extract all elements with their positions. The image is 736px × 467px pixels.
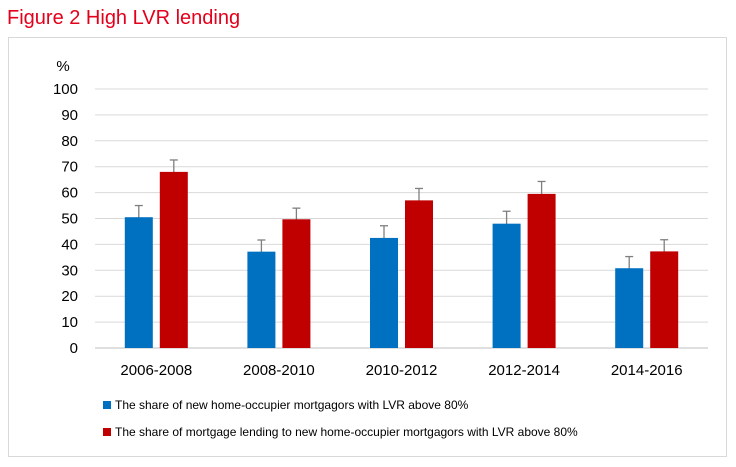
y-tick-50: 50 [61, 211, 78, 228]
y-tick-60: 60 [61, 185, 78, 202]
legend-label-series-2: The share of mortgage lending to new hom… [115, 425, 578, 439]
legend-item-series-1: The share of new home-occupier mortgagor… [103, 398, 468, 412]
bar-s2-2006-2008 [159, 171, 188, 348]
bar-s2-2014-2016 [650, 251, 679, 348]
bar-s1-2008-2010 [247, 251, 276, 348]
y-tick-70: 70 [61, 159, 78, 176]
x-tick-labels: 2006-2008 2008-2010 2010-2012 2012-2014 2014… [120, 362, 682, 379]
bar-s2-2008-2010 [282, 219, 311, 348]
bar-s2-2012-2014 [527, 193, 556, 348]
error-bars [134, 159, 669, 281]
y-tick-labels: 0 10 20 30 40 50 60 70 80 90 100 [53, 81, 78, 357]
x-tick-2006-2008: 2006-2008 [120, 362, 192, 379]
figure-title: Figure 2 High LVR lending [7, 7, 241, 29]
y-tick-20: 20 [61, 288, 78, 305]
y-tick-80: 80 [61, 133, 78, 150]
y-tick-0: 0 [70, 340, 78, 357]
x-tick-2012-2014: 2012-2014 [488, 362, 560, 379]
bar-s1-2010-2012 [370, 237, 398, 348]
legend-item-series-2: The share of mortgage lending to new hom… [103, 425, 578, 439]
bar-s2-2010-2012 [405, 200, 433, 348]
bars [124, 171, 679, 348]
y-tick-90: 90 [61, 107, 78, 124]
legend-label-series-1: The share of new home-occupier mortgagor… [115, 398, 469, 412]
bar-s1-2014-2016 [615, 268, 644, 348]
y-tick-10: 10 [61, 314, 78, 331]
x-tick-2008-2010: 2008-2010 [243, 362, 315, 379]
chart-frame [8, 37, 727, 457]
legend-swatch-blue [103, 401, 111, 409]
bar-s1-2006-2008 [124, 217, 153, 348]
y-tick-30: 30 [61, 262, 78, 279]
y-axis-label: % [56, 58, 69, 75]
gridlines [95, 88, 708, 349]
bar-s1-2012-2014 [492, 223, 521, 348]
y-tick-100: 100 [53, 81, 78, 98]
x-tick-2010-2012: 2010-2012 [366, 362, 438, 379]
x-tick-2014-2016: 2014-2016 [611, 362, 683, 379]
legend-swatch-red [103, 428, 111, 436]
y-tick-40: 40 [61, 236, 78, 253]
